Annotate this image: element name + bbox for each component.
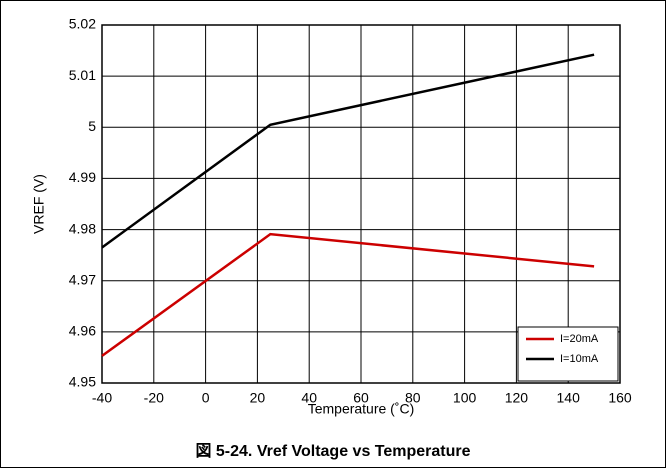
y-tick-label: 4.97 <box>69 271 96 287</box>
x-tick-label: 60 <box>353 390 369 406</box>
x-tick-label: 120 <box>505 390 529 406</box>
y-tick-label: 4.98 <box>69 220 96 236</box>
x-tick-label: 40 <box>301 390 317 406</box>
y-tick-label: 4.99 <box>69 169 96 185</box>
plot-border <box>101 24 621 384</box>
x-tick-label: 0 <box>202 390 210 406</box>
x-tick-label: 100 <box>453 390 477 406</box>
x-tick-label: -20 <box>144 390 164 406</box>
y-tick-label: 5.02 <box>69 16 96 32</box>
x-tick-label: -40 <box>92 390 112 406</box>
series-line <box>101 232 595 357</box>
y-axis-title: VREF (V) <box>31 174 47 234</box>
x-tick-label: 140 <box>557 390 581 406</box>
series-line <box>101 53 595 249</box>
x-tick-label: 20 <box>250 390 266 406</box>
y-tick-label: 4.95 <box>69 374 96 390</box>
legend-box <box>517 326 619 382</box>
caption: 図 5-24. Vref Voltage vs Temperature <box>195 442 470 460</box>
x-axis-title: Temperature (˚C) <box>308 401 415 417</box>
legend-label: I=10mA <box>560 353 599 365</box>
y-tick-label: 5.01 <box>69 67 96 83</box>
x-tick-label: 80 <box>405 390 421 406</box>
legend-label: I=20mA <box>560 333 599 345</box>
y-tick-label: 4.96 <box>69 323 96 339</box>
y-tick-label: 5 <box>88 118 96 134</box>
x-tick-label: 160 <box>608 390 632 406</box>
